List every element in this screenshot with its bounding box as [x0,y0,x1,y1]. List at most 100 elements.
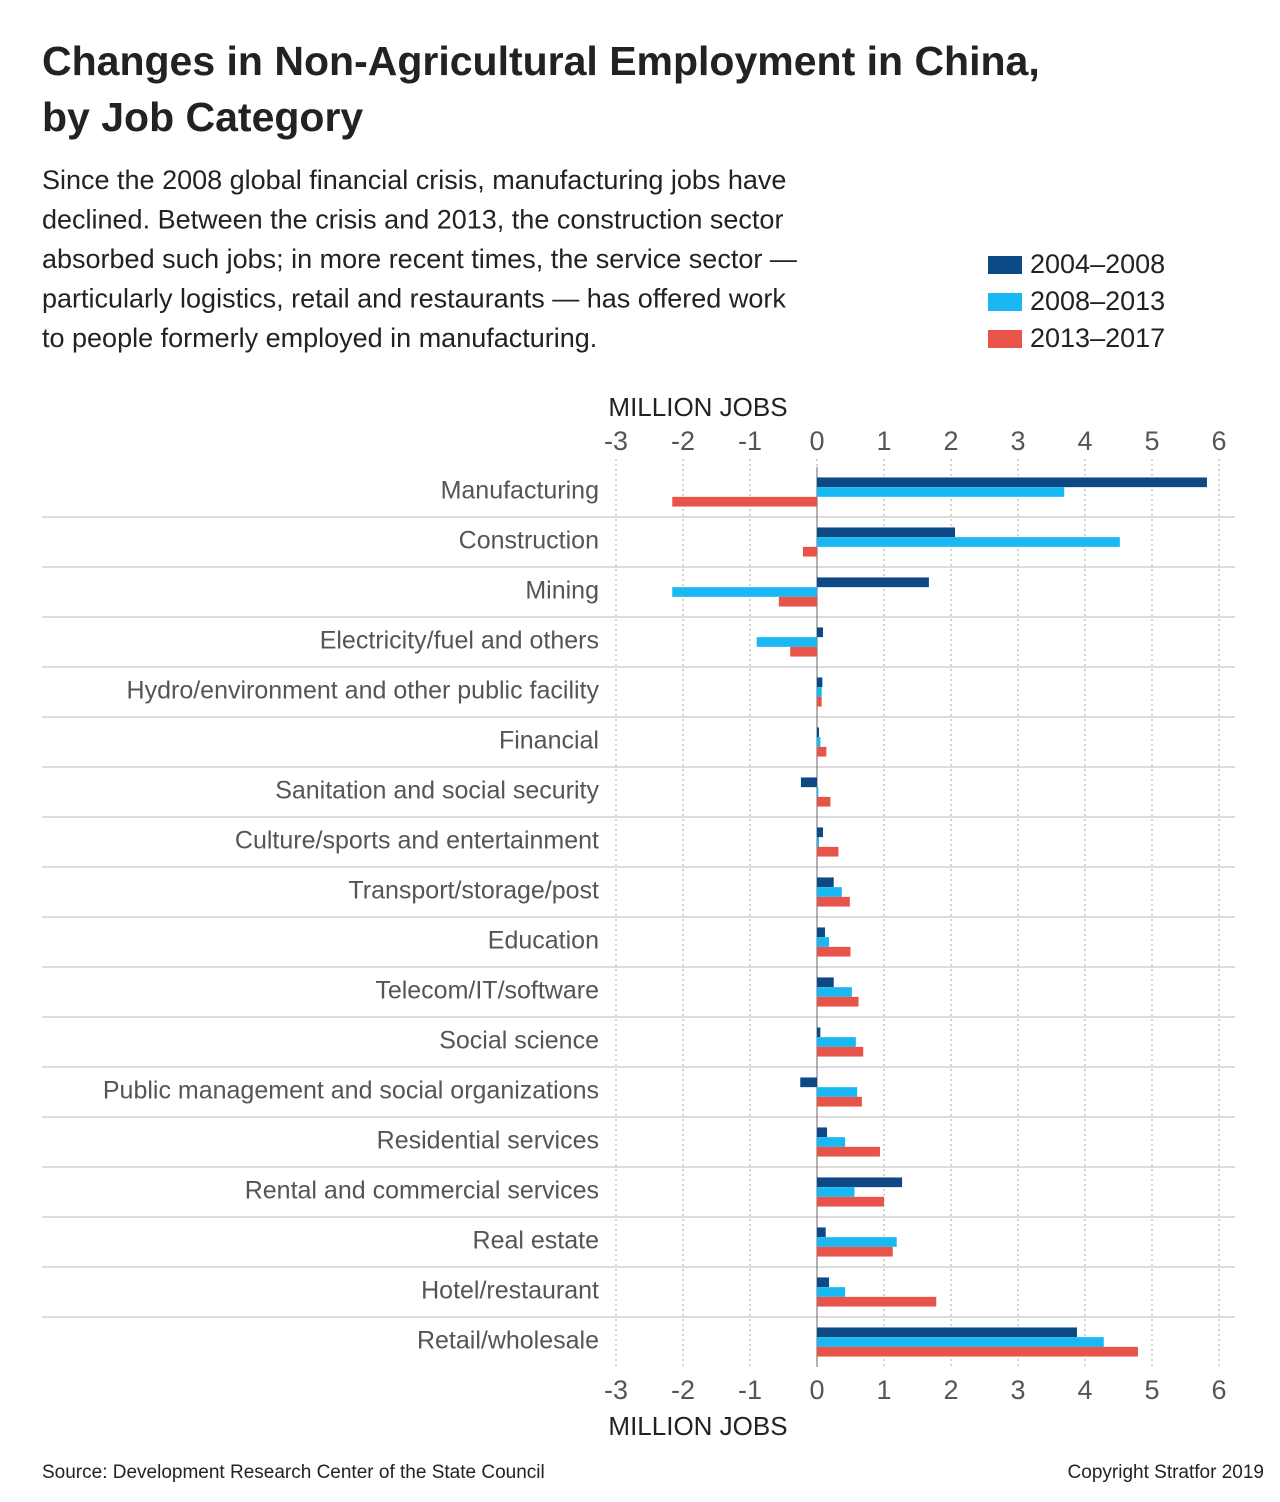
x-tick-label: 4 [1077,426,1092,456]
y-tick-label: Education [488,927,599,955]
chart-title: Changes in Non-Agricultural Employment i… [42,38,1040,84]
bar [817,1027,821,1038]
legend-label: 2013–2017 [1030,323,1165,353]
x-tick-label: 3 [1010,1375,1025,1405]
bar [817,1337,1104,1347]
bar [817,1196,884,1207]
x-tick-label: 3 [1010,426,1025,456]
y-tick-label: Real estate [473,1227,599,1255]
bar [817,937,830,947]
bar [778,596,817,607]
bar [800,777,817,788]
y-tick-label: Social science [439,1027,599,1055]
copyright: Copyright Stratfor 2019 [1068,1462,1264,1483]
y-tick-label: Culture/sports and entertainment [235,827,599,855]
bar [817,1127,828,1138]
subtitle: Since the 2008 global financial crisis, … [42,165,786,195]
x-tick-label: -3 [604,1375,628,1405]
bar [817,896,850,907]
bar [800,1077,817,1088]
y-tick-label: Transport/storage/post [348,877,599,905]
bar [817,796,831,807]
x-tick-label: 1 [876,1375,891,1405]
x-tick-label: -2 [671,426,695,456]
bar [817,737,821,747]
x-tick-label: -3 [604,426,628,456]
y-tick-label: Manufacturing [441,477,599,505]
bar [817,887,842,897]
x-axis-label: MILLION JOBS [608,1411,787,1441]
legend-swatch [988,293,1022,311]
bar [817,1227,826,1238]
x-axis-label: MILLION JOBS [608,392,787,422]
bar [817,846,839,857]
y-tick-label: Residential services [377,1127,599,1155]
bar [817,927,826,938]
bar [817,537,1120,547]
y-tick-label: Mining [525,577,599,605]
bar [790,646,817,657]
legend-label: 2004–2008 [1030,249,1165,279]
bar [817,1046,864,1057]
y-tick-label: Telecom/IT/software [375,977,599,1005]
y-tick-label: Retail/wholesale [417,1327,599,1355]
x-tick-label: -1 [738,426,762,456]
bar [817,487,1065,497]
legend-swatch [988,330,1022,348]
bar [817,1277,830,1288]
bar [817,627,824,638]
bar [817,696,822,707]
bar [817,1037,856,1047]
y-tick-label: Sanitation and social security [275,777,599,805]
bar [817,877,834,888]
subtitle: particularly logistics, retail and resta… [42,284,786,314]
bar [672,587,817,597]
bar [817,477,1207,488]
bar [817,946,851,957]
bar [817,787,819,797]
bar [817,746,827,757]
x-tick-label: 5 [1144,1375,1159,1405]
source: Source: Development Research Center of t… [42,1462,545,1483]
bar [817,1346,1138,1357]
bar [817,727,820,738]
x-tick-label: -2 [671,1375,695,1405]
y-tick-label: Public management and social organizatio… [103,1077,599,1105]
bar [817,1146,880,1157]
x-tick-label: 0 [809,426,824,456]
subtitle: declined. Between the crisis and 2013, t… [42,205,783,235]
legend-label: 2008–2013 [1030,286,1165,316]
y-tick-label: Financial [499,727,599,755]
bar [817,677,823,688]
bar [817,1287,846,1297]
bar [817,1296,937,1307]
bar [817,977,834,988]
bar [817,996,859,1007]
bar [802,546,817,557]
bar [817,827,824,838]
subtitle: absorbed such jobs; in more recent times… [42,244,797,274]
bar [817,1137,846,1147]
y-tick-label: Hydro/environment and other public facil… [127,677,600,705]
x-tick-label: 4 [1077,1375,1092,1405]
x-tick-label: 6 [1211,1375,1226,1405]
y-tick-label: Electricity/fuel and others [320,627,599,655]
bar [817,687,822,697]
bar [817,837,820,847]
x-tick-label: 2 [943,1375,958,1405]
bar [817,1237,897,1247]
legend-swatch [988,256,1022,274]
bar [672,496,817,507]
bar [817,987,852,997]
x-tick-label: 0 [809,1375,824,1405]
subtitle: to people formerly employed in manufactu… [42,323,597,353]
x-tick-label: 5 [1144,426,1159,456]
y-tick-label: Construction [459,527,599,555]
bar [817,577,929,588]
bar [817,1187,855,1197]
bar [817,1327,1077,1338]
y-tick-label: Rental and commercial services [245,1177,599,1205]
bar [817,527,956,538]
x-tick-label: 6 [1211,426,1226,456]
